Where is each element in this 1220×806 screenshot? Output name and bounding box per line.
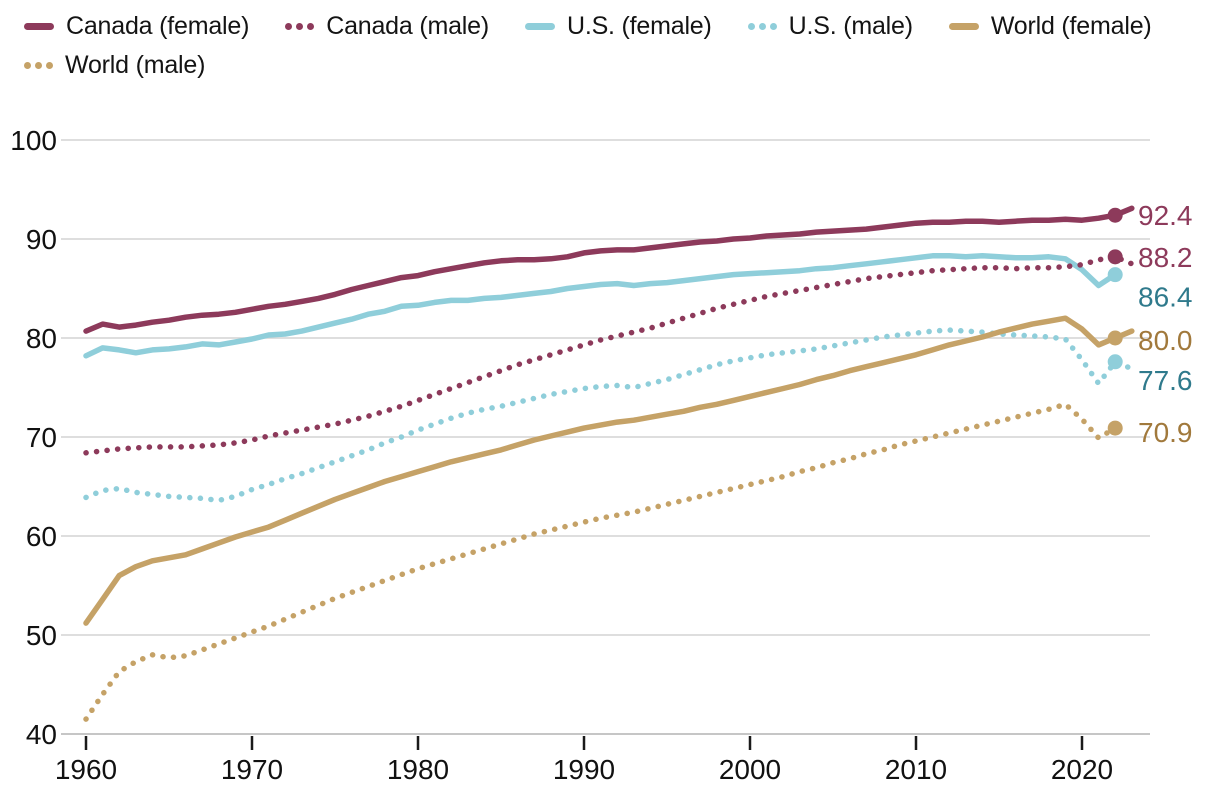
y-tick-label-50: 50: [26, 620, 57, 651]
series-line-us-male: [83, 327, 1135, 504]
series-line-world-male: [83, 401, 1118, 722]
legend-label: Canada (female): [66, 12, 250, 40]
y-tick-label-40: 40: [26, 719, 57, 750]
series-line-canada-female: [83, 205, 1135, 334]
y-axis: 40 50 60 70 80 90 100: [10, 125, 57, 750]
legend-item-canada-female: Canada (female): [24, 12, 249, 41]
legend-label: U.S. (female): [566, 12, 712, 40]
gridlines: [61, 139, 1150, 735]
y-tick-label-100: 100: [10, 125, 57, 156]
legend-label: U.S. (male): [788, 12, 913, 40]
legend-item-world-male: World (male): [24, 51, 205, 80]
y-tick-label-60: 60: [26, 521, 57, 552]
end-value-label-canada-female: 92.4: [1138, 200, 1193, 231]
legend-item-world-female: World (female): [948, 12, 1152, 41]
end-value-label-canada-male: 88.2: [1138, 242, 1193, 273]
end-dot-canada-male: [1107, 249, 1123, 265]
x-tick-label-2010: 2010: [885, 754, 947, 785]
legend-label: World (female): [990, 12, 1152, 40]
legend-item-us-male: U.S. (male): [747, 12, 913, 41]
end-value-label-us-female: 86.4: [1138, 282, 1193, 313]
x-tick-label-1960: 1960: [55, 754, 117, 785]
x-axis: 1960 1970 1980 1990 2000 2010 2020: [55, 736, 1113, 785]
end-dot-world-male: [1107, 420, 1123, 436]
y-tick-label-80: 80: [26, 323, 57, 354]
legend-item-canada-male: Canada (male): [285, 12, 489, 41]
legend-label: World (male): [65, 51, 206, 79]
end-dot-canada-female: [1107, 207, 1123, 223]
x-tick-label-1980: 1980: [387, 754, 449, 785]
end-dot-us-male: [1107, 354, 1123, 370]
legend: Canada (female) Canada (male) U.S. (female…: [24, 12, 1204, 80]
end-value-label-world-male: 70.9: [1138, 417, 1193, 448]
series-lines: [83, 205, 1135, 722]
series-line-us-female: [83, 253, 1118, 359]
end-dot-us-female: [1107, 267, 1123, 283]
solid-line-swatch-icon: [948, 23, 979, 30]
x-tick-label-1970: 1970: [221, 754, 283, 785]
solid-line-swatch-icon: [524, 23, 555, 30]
dotted-line-swatch-icon: [24, 62, 53, 69]
legend-label: Canada (male): [326, 12, 489, 40]
x-tick-label-2000: 2000: [719, 754, 781, 785]
x-tick-label-1990: 1990: [553, 754, 615, 785]
end-value-label-us-male: 77.6: [1138, 365, 1193, 396]
end-value-label-world-female: 80.0: [1138, 325, 1193, 356]
x-tick-label-2020: 2020: [1051, 754, 1113, 785]
solid-line-swatch-icon: [24, 23, 54, 30]
series-line-world-female: [83, 315, 1135, 626]
legend-item-us-female: U.S. (female): [524, 12, 712, 41]
series-end-dots: [1107, 207, 1123, 436]
series-end-labels: 92.4 88.2 86.4 77.6 80.0 70.9: [1138, 200, 1193, 448]
series-line-canada-male: [83, 254, 1135, 456]
y-tick-label-90: 90: [26, 224, 57, 255]
dotted-line-swatch-icon: [285, 23, 315, 30]
legend-row: World (male): [24, 51, 1204, 80]
end-dot-world-female: [1107, 330, 1123, 346]
y-tick-label-70: 70: [26, 422, 57, 453]
legend-row: Canada (female) Canada (male) U.S. (female…: [24, 12, 1204, 41]
dotted-line-swatch-icon: [747, 23, 777, 30]
